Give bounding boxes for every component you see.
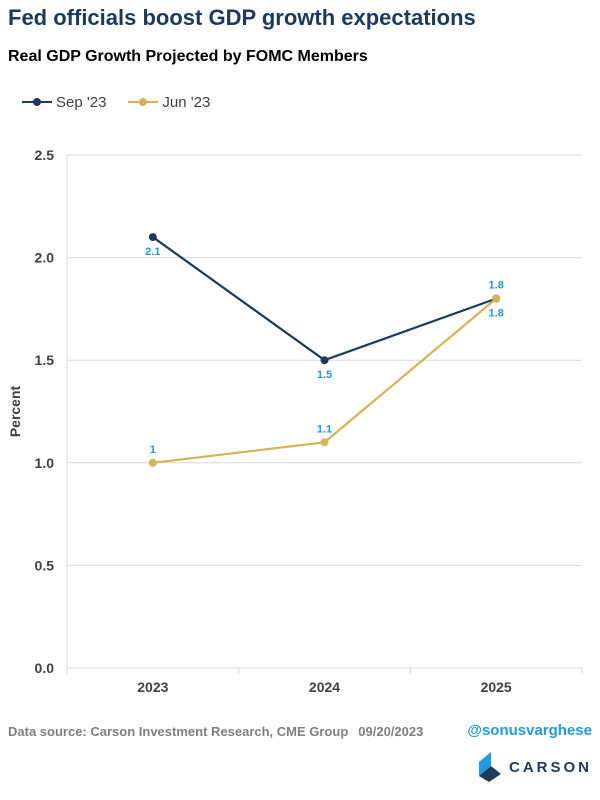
data-label: 2.1 — [145, 246, 160, 258]
data-point — [320, 356, 329, 365]
legend-marker-jun — [128, 98, 159, 106]
carson-logo-icon — [478, 752, 501, 782]
y-tick-label: 2.5 — [35, 147, 55, 163]
data-source-note: Data source: Carson Investment Research,… — [8, 724, 423, 739]
data-point — [492, 294, 501, 303]
legend-label-sep: Sep '23 — [56, 93, 107, 111]
author-handle: @sonusvarghese — [467, 722, 592, 739]
data-point — [148, 233, 157, 242]
data-point — [320, 438, 329, 447]
brand-name: CARSON — [508, 758, 592, 776]
data-label: 1.1 — [317, 423, 332, 435]
chart-subtitle: Real GDP Growth Projected by FOMC Member… — [8, 48, 368, 65]
y-tick-label: 1.0 — [35, 455, 55, 471]
y-axis-title: Percent — [7, 385, 23, 437]
brand-logo: CARSON — [478, 752, 592, 782]
source-date: 09/20/2023 — [358, 724, 424, 739]
data-label: 1.8 — [489, 308, 504, 320]
y-tick-label: 0.0 — [35, 660, 55, 676]
chart-legend: Sep '23 Jun '23 — [22, 92, 232, 112]
legend-label-jun: Jun '23 — [162, 93, 211, 111]
y-tick-label: 1.5 — [35, 352, 55, 368]
legend-item-jun: Jun '23 — [128, 94, 210, 111]
source-text: Data source: Carson Investment Research,… — [8, 724, 349, 739]
y-tick-label: 2.0 — [35, 250, 55, 266]
x-tick-label: 2024 — [309, 679, 340, 695]
data-label: 1 — [150, 444, 156, 456]
x-tick-label: 2023 — [137, 679, 168, 695]
data-label: 1.8 — [489, 280, 504, 292]
data-point — [148, 458, 157, 467]
legend-item-sep: Sep '23 — [22, 94, 106, 111]
page-title: Fed officials boost GDP growth expectati… — [8, 5, 476, 30]
data-label: 1.5 — [317, 369, 332, 381]
legend-marker-sep — [22, 98, 52, 106]
x-tick-label: 2025 — [481, 679, 512, 695]
y-tick-label: 0.5 — [35, 557, 55, 573]
